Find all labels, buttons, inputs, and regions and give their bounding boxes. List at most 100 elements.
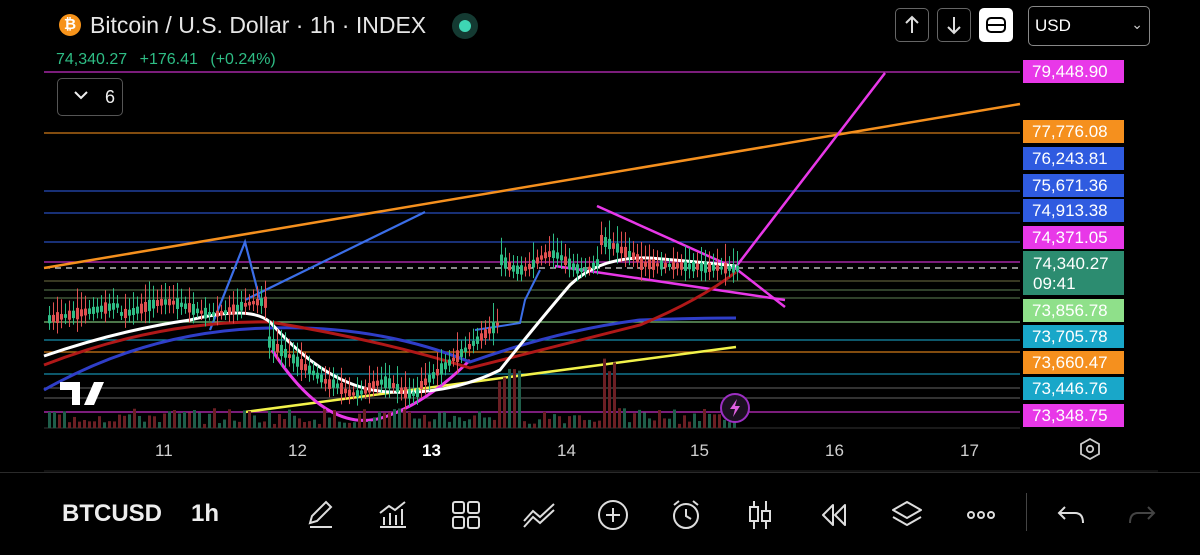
candle-body	[288, 354, 291, 358]
candle-body	[552, 250, 555, 259]
volume-bar	[258, 422, 261, 428]
blue-swing-line	[474, 269, 541, 331]
candle-style-icon[interactable]	[742, 497, 778, 533]
arrow-down-icon[interactable]	[937, 8, 971, 42]
candle-body	[372, 381, 375, 390]
volume-bar	[453, 415, 456, 428]
volume-bar	[128, 414, 131, 428]
volume-bar	[103, 422, 106, 428]
layers-icon[interactable]	[889, 497, 925, 533]
alert-clock-icon[interactable]	[668, 497, 704, 533]
candle-body	[132, 308, 135, 315]
add-icon[interactable]	[595, 497, 631, 533]
volume-bar	[613, 362, 616, 428]
time-axis-label: 16	[825, 441, 844, 460]
candle-body	[436, 369, 439, 376]
volume-bar	[358, 413, 361, 428]
volume-bar	[558, 416, 561, 428]
volume-bar	[333, 410, 336, 428]
candle-body	[580, 267, 583, 272]
volume-bar	[68, 422, 71, 428]
timeframe-button[interactable]: 1h	[191, 500, 220, 527]
bitcoin-logo-icon: ₿	[59, 14, 81, 36]
volume-bar	[328, 417, 331, 428]
candle-body	[708, 262, 711, 272]
candle-body	[624, 246, 627, 258]
settings-hexagon-icon[interactable]	[1079, 437, 1101, 461]
volume-bar	[338, 421, 341, 428]
volume-bar	[603, 358, 606, 428]
candle-body	[324, 378, 327, 384]
layouts-grid-icon[interactable]	[448, 497, 484, 533]
volume-bar	[313, 419, 316, 428]
volume-bar	[503, 377, 506, 428]
toolbar-divider	[1026, 493, 1027, 531]
candle-body	[728, 265, 731, 271]
volume-bar	[513, 369, 516, 428]
replay-icon[interactable]	[815, 497, 851, 533]
volume-bar	[658, 410, 661, 428]
blue-moving-average	[43, 316, 737, 392]
indicator-count: 6	[105, 87, 116, 107]
currency-select[interactable]: USD ⌄	[1028, 6, 1150, 46]
candle-body	[380, 379, 383, 385]
market-open-indicator-icon	[452, 13, 478, 39]
candle-body	[168, 299, 171, 306]
candle-body	[72, 310, 75, 319]
indicators-collapse-button[interactable]: 6	[57, 78, 123, 116]
volume-bar	[548, 418, 551, 428]
volume-bar	[268, 410, 271, 428]
blue-swing-line	[244, 211, 426, 301]
volume-bar	[528, 423, 531, 428]
fullscreen-toggle-icon[interactable]	[979, 8, 1013, 42]
candle-body	[304, 364, 307, 371]
time-axis-label: 17	[960, 441, 979, 460]
candle-body	[636, 254, 639, 262]
candle-body	[592, 262, 595, 269]
candle-body	[640, 258, 643, 270]
candle-body	[208, 312, 211, 316]
more-icon[interactable]	[963, 497, 999, 533]
price-level-tag: 74,371.05	[1023, 226, 1124, 249]
volume-bar	[588, 419, 591, 428]
bottom-toolbar: BTCUSD 1h	[0, 472, 1200, 555]
time-axis-label: 14	[557, 441, 576, 460]
candle-body	[176, 298, 179, 309]
volume-bar	[478, 411, 481, 428]
candle-body	[172, 300, 175, 305]
candle-body	[228, 307, 231, 315]
symbol-title[interactable]: Bitcoin / U.S. Dollar · 1h · INDEX	[90, 12, 427, 38]
candle-body	[240, 301, 243, 311]
candle-body	[348, 389, 351, 397]
candle-body	[680, 262, 683, 270]
candle-body	[596, 259, 599, 267]
candle-body	[672, 261, 675, 270]
candle-body	[456, 350, 459, 363]
candle-body	[716, 264, 719, 271]
indicators-icon[interactable]	[375, 497, 411, 533]
symbol-button[interactable]: BTCUSD	[62, 500, 162, 527]
candle-body	[376, 380, 379, 386]
draw-pen-icon[interactable]	[302, 497, 338, 533]
volume-bar	[98, 416, 101, 428]
lightning-icon[interactable]	[720, 393, 750, 423]
volume-bar	[418, 418, 421, 428]
price-change: +176.41	[139, 51, 198, 68]
volume-bar	[578, 415, 581, 428]
volume-bar	[678, 423, 681, 428]
candle-body	[160, 299, 163, 306]
candle-body	[444, 362, 447, 370]
volume-bar	[188, 412, 191, 428]
volume-bar	[238, 421, 241, 428]
volume-bar	[673, 409, 676, 428]
candle-body	[604, 237, 607, 247]
candle-body	[644, 261, 647, 267]
candle-body	[652, 259, 655, 270]
candle-body	[268, 336, 271, 348]
volume-bar	[298, 418, 301, 428]
arrow-up-icon[interactable]	[895, 8, 929, 42]
compare-icon[interactable]	[521, 497, 557, 533]
undo-icon[interactable]	[1053, 497, 1089, 533]
redo-icon[interactable]	[1124, 497, 1160, 533]
